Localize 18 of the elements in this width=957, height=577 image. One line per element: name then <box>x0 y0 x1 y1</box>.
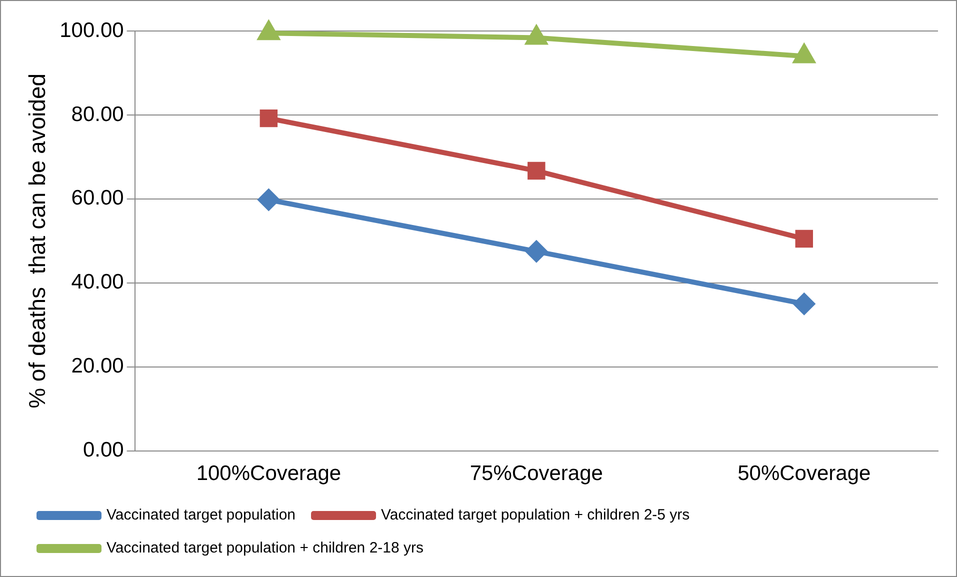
y-tick-label: 20.00 <box>71 354 124 378</box>
x-tick-label: 100%Coverage <box>196 462 342 486</box>
y-tick-label: 80.00 <box>71 102 124 126</box>
point <box>795 230 814 248</box>
point <box>794 293 815 314</box>
y-axis-title: % of deaths that can be avoided <box>24 73 50 408</box>
legend-label: Vaccinated target population + children 2-18 yrs <box>106 540 424 557</box>
legend-label: Vaccinated target population <box>106 506 296 524</box>
legend-label: Vaccinated target population + children 2-5 yrs <box>381 506 690 524</box>
x-tick-label: 50%Coverage <box>738 462 871 486</box>
y-tick-label: 60.00 <box>71 186 124 210</box>
y-tick-label: 100.00 <box>60 18 124 42</box>
x-tick-label: 75%Coverage <box>470 462 603 486</box>
point <box>526 240 547 262</box>
y-tick-label: 0.00 <box>82 438 124 462</box>
point <box>528 162 546 180</box>
point <box>258 189 280 210</box>
y-tick-label: 40.00 <box>71 270 124 294</box>
